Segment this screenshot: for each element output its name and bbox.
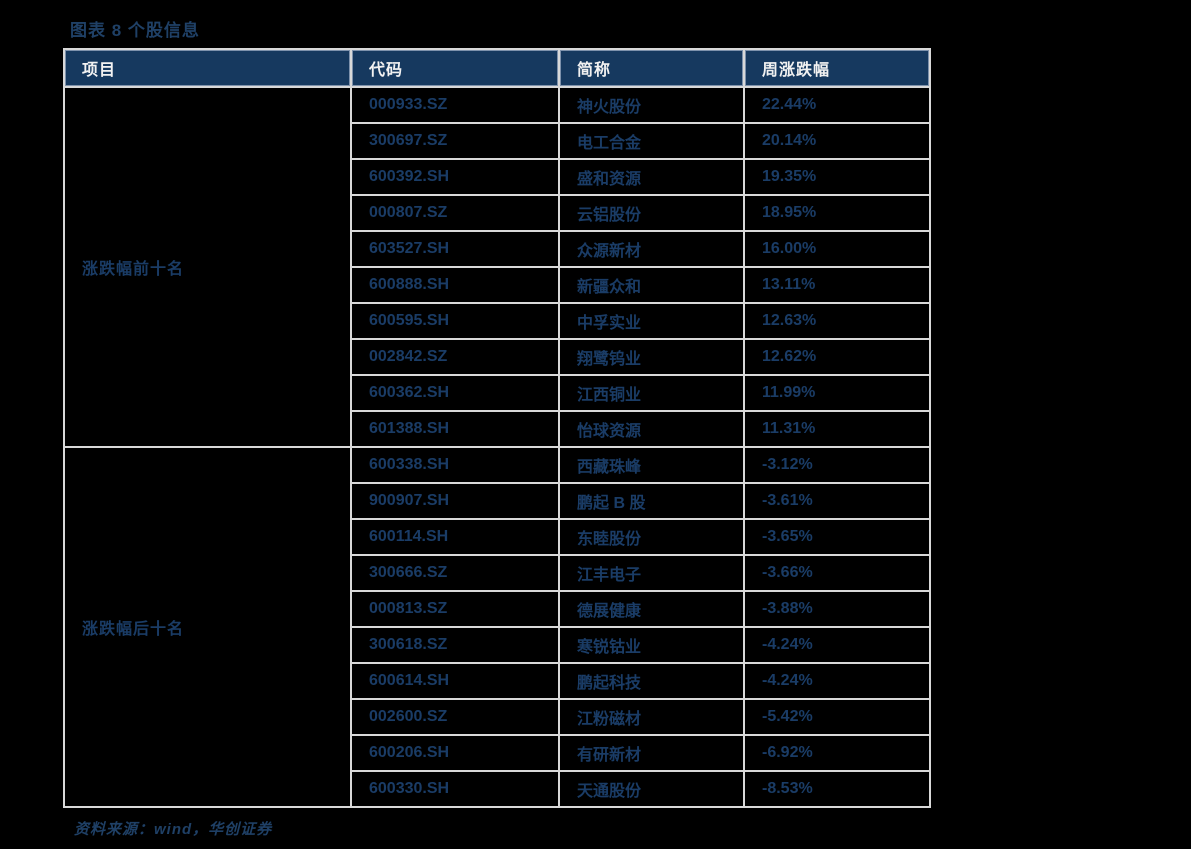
stock-code-cell: 002842.SZ — [350, 338, 560, 376]
weekly-change-cell: -3.66% — [743, 554, 931, 592]
stock-code-cell: 600888.SH — [350, 266, 560, 304]
row-group-label-bottom10: 涨跌幅后十名 — [63, 446, 352, 808]
stock-code-cell: 300666.SZ — [350, 554, 560, 592]
stock-name-cell: 鹏起 B 股 — [558, 482, 745, 520]
table-row: 300618.SZ 寒锐钴业 -4.24% — [64, 626, 931, 664]
table-row: 600392.SH 盛和资源 19.35% — [64, 158, 931, 196]
table-row: 600888.SH 新疆众和 13.11% — [64, 266, 931, 304]
weekly-change-cell: -3.65% — [743, 518, 931, 556]
weekly-change-cell: -4.24% — [743, 626, 931, 664]
stock-name-cell: 新疆众和 — [558, 266, 745, 304]
table-row: 600614.SH 鹏起科技 -4.24% — [64, 662, 931, 700]
stock-code-cell: 900907.SH — [350, 482, 560, 520]
stock-name-cell: 神火股份 — [558, 86, 745, 124]
weekly-change-cell: -3.88% — [743, 590, 931, 628]
stock-name-cell: 江粉磁材 — [558, 698, 745, 736]
stock-code-cell: 600614.SH — [350, 662, 560, 700]
stock-name-cell: 有研新材 — [558, 734, 745, 772]
table-row: 600595.SH 中孚实业 12.63% — [64, 302, 931, 340]
stock-code-cell: 600392.SH — [350, 158, 560, 196]
stock-code-cell: 600206.SH — [350, 734, 560, 772]
weekly-change-cell: 19.35% — [743, 158, 931, 196]
weekly-change-cell: 11.99% — [743, 374, 931, 412]
col-header-code: 代码 — [350, 48, 560, 88]
table-row: 涨跌幅后十名 600338.SH 西藏珠峰 -3.12% — [63, 446, 931, 808]
weekly-change-cell: 16.00% — [743, 230, 931, 268]
weekly-change-cell: 20.14% — [743, 122, 931, 160]
table-row: 300697.SZ 电工合金 20.14% — [64, 122, 931, 160]
table-row: 000807.SZ 云铝股份 18.95% — [64, 194, 931, 232]
stock-name-cell: 天通股份 — [558, 770, 745, 808]
table-row: 002842.SZ 翔鹭钨业 12.62% — [64, 338, 931, 376]
source-note: 资料来源：wind，华创证券 — [74, 821, 273, 838]
weekly-change-cell: -3.61% — [743, 482, 931, 520]
stock-name-cell: 东睦股份 — [558, 518, 745, 556]
table-row: 600114.SH 东睦股份 -3.65% — [64, 518, 931, 556]
stock-code-cell: 600114.SH — [350, 518, 560, 556]
stock-name-cell: 翔鹭钨业 — [558, 338, 745, 376]
stock-code-cell: 000813.SZ — [350, 590, 560, 628]
weekly-change-cell: 11.31% — [743, 410, 931, 448]
weekly-change-cell: 12.63% — [743, 302, 931, 340]
stock-code-cell: 600595.SH — [350, 302, 560, 340]
weekly-change-cell: 18.95% — [743, 194, 931, 232]
col-header-name: 简称 — [558, 48, 745, 88]
stock-name-cell: 江西铜业 — [558, 374, 745, 412]
weekly-change-cell: 13.11% — [743, 266, 931, 304]
stock-code-cell: 600338.SH — [350, 446, 560, 484]
table-row: 603527.SH 众源新材 16.00% — [64, 230, 931, 268]
figure-title: 图表 8 个股信息 — [70, 21, 200, 40]
table-row: 涨跌幅前十名 000933.SZ 神火股份 22.44% — [63, 86, 931, 448]
stock-name-cell: 盛和资源 — [558, 158, 745, 196]
row-group-label-top10: 涨跌幅前十名 — [63, 86, 352, 448]
header-row: 项目 代码 简称 周涨跌幅 — [63, 48, 931, 88]
stock-info-table: 项目 代码 简称 周涨跌幅 涨跌幅前十名 000933.SZ 神火股份 22.4… — [63, 48, 931, 808]
table-row: 000813.SZ 德展健康 -3.88% — [64, 590, 931, 628]
stock-name-cell: 德展健康 — [558, 590, 745, 628]
table-row: 300666.SZ 江丰电子 -3.66% — [64, 554, 931, 592]
stock-code-cell: 300697.SZ — [350, 122, 560, 160]
stock-name-cell: 云铝股份 — [558, 194, 745, 232]
stock-code-cell: 000807.SZ — [350, 194, 560, 232]
weekly-change-cell: 22.44% — [743, 86, 931, 124]
stock-code-cell: 000933.SZ — [350, 86, 560, 124]
weekly-change-cell: -4.24% — [743, 662, 931, 700]
stock-code-cell: 601388.SH — [350, 410, 560, 448]
stock-name-cell: 鹏起科技 — [558, 662, 745, 700]
stock-name-cell: 众源新材 — [558, 230, 745, 268]
weekly-change-cell: -8.53% — [743, 770, 931, 808]
stock-code-cell: 600330.SH — [350, 770, 560, 808]
stock-name-cell: 怡球资源 — [558, 410, 745, 448]
col-header-weekly-change: 周涨跌幅 — [743, 48, 931, 88]
weekly-change-cell: -6.92% — [743, 734, 931, 772]
weekly-change-cell: -3.12% — [743, 446, 931, 484]
stock-name-cell: 江丰电子 — [558, 554, 745, 592]
stock-name-cell: 西藏珠峰 — [558, 446, 745, 484]
stock-code-cell: 603527.SH — [350, 230, 560, 268]
table-row: 600206.SH 有研新材 -6.92% — [64, 734, 931, 772]
stock-code-cell: 002600.SZ — [350, 698, 560, 736]
stock-name-cell: 中孚实业 — [558, 302, 745, 340]
table-row: 900907.SH 鹏起 B 股 -3.61% — [64, 482, 931, 520]
stock-name-cell: 电工合金 — [558, 122, 745, 160]
table-row: 601388.SH 怡球资源 11.31% — [64, 410, 931, 448]
table-row: 600330.SH 天通股份 -8.53% — [64, 770, 931, 808]
weekly-change-cell: -5.42% — [743, 698, 931, 736]
stock-code-cell: 300618.SZ — [350, 626, 560, 664]
stock-code-cell: 600362.SH — [350, 374, 560, 412]
col-header-item: 项目 — [63, 48, 352, 88]
stock-name-cell: 寒锐钴业 — [558, 626, 745, 664]
table-row: 002600.SZ 江粉磁材 -5.42% — [64, 698, 931, 736]
weekly-change-cell: 12.62% — [743, 338, 931, 376]
table-row: 600362.SH 江西铜业 11.99% — [64, 374, 931, 412]
